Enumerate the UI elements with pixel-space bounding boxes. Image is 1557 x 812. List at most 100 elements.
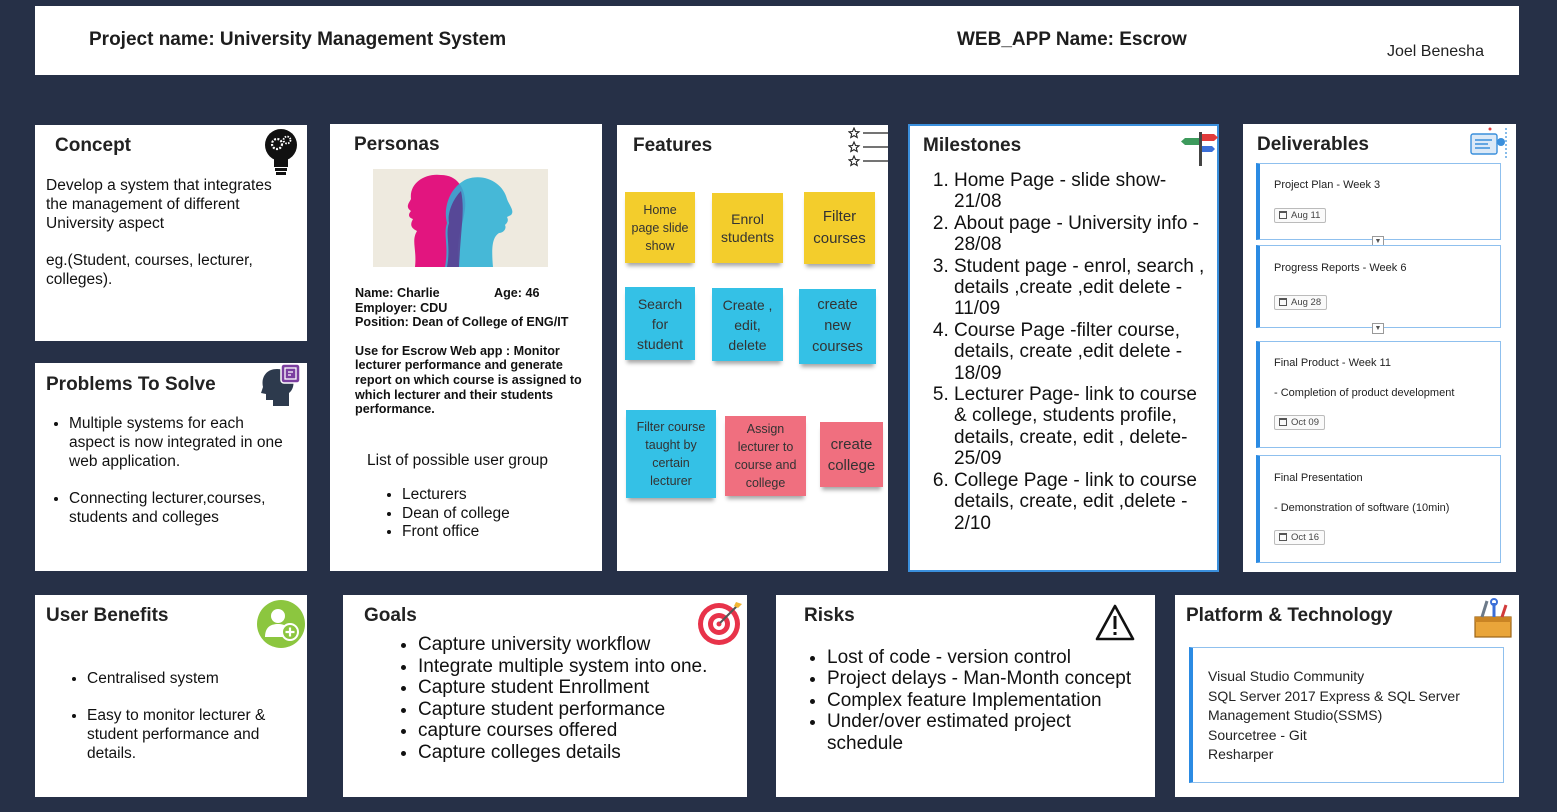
concept-description: Develop a system that integrates the man… — [46, 177, 272, 232]
platform-card: Platform & Technology Visual Studio Comm… — [1175, 595, 1519, 797]
add-user-icon — [257, 600, 305, 648]
platform-list: Visual Studio Community SQL Server 2017 … — [1208, 667, 1493, 765]
deliverable-date-text: Oct 09 — [1291, 417, 1319, 428]
header-bar: Project name: University Management Syst… — [35, 6, 1519, 75]
benefits-title: User Benefits — [46, 605, 169, 626]
persona-employer: Employer: CDU — [355, 300, 448, 315]
milestone-item: Student page - enrol, search , details ,… — [954, 256, 1206, 320]
calendar-icon — [1279, 533, 1287, 541]
risks-title: Risks — [804, 605, 855, 626]
feature-note: Filter courses — [804, 192, 875, 264]
feature-note: Assign lecturer to course and college — [725, 416, 806, 496]
feature-note: Home page slide show — [625, 192, 695, 263]
goal-item: Capture student performance — [418, 699, 726, 721]
deliverable-date: Oct 09 — [1274, 415, 1325, 430]
platform-item: SQL Server 2017 Express & SQL Server Man… — [1208, 687, 1460, 724]
dashboard-tasks-icon — [1470, 127, 1507, 160]
feature-note: Enrol students — [712, 193, 783, 263]
concept-card: Concept Develop a system that integrates… — [35, 125, 307, 341]
user-group-item: Front office — [402, 523, 510, 542]
deliverable-date: Aug 28 — [1274, 295, 1328, 310]
milestone-item: Lecturer Page- link to course & college,… — [954, 384, 1206, 470]
features-card: Features Home page slide show Enrol stud… — [617, 125, 888, 571]
deliverable-card[interactable]: Progress Reports - Week 6 Aug 28 — [1256, 245, 1501, 328]
feature-note: create new courses — [799, 289, 876, 364]
deliverable-date-text: Aug 28 — [1291, 297, 1322, 308]
platform-item: Resharper — [1208, 746, 1274, 763]
persona-age: Age: 46 — [494, 286, 540, 300]
persona-use: Use for Escrow Web app : Monitor lecture… — [355, 343, 582, 417]
concept-title: Concept — [55, 135, 131, 156]
persona-name: Name: Charlie — [355, 286, 440, 300]
platform-list-box: Visual Studio Community SQL Server 2017 … — [1189, 647, 1504, 783]
user-groups-list: Lecturers Dean of college Front office — [380, 486, 510, 542]
chevron-down-icon[interactable]: ▼ — [1372, 323, 1384, 334]
webapp-name: WEB_APP Name: Escrow — [957, 29, 1187, 50]
benefit-item: Centralised system — [87, 669, 285, 688]
persona-position: Position: Dean of College of ENG/IT — [355, 315, 569, 330]
milestones-list: Home Page - slide show- 21/08 About page… — [926, 170, 1206, 534]
platform-item: Visual Studio Community — [1208, 668, 1365, 684]
goal-item: Capture colleges details — [418, 742, 726, 764]
benefits-card: User Benefits Centralised system Easy to… — [35, 595, 307, 797]
feature-note: Filter course taught by certain lecturer — [626, 410, 716, 498]
star-rating-list-icon — [848, 127, 888, 167]
benefit-item: Easy to monitor lecturer & student perfo… — [87, 706, 285, 763]
platform-item: Sourcetree - Git — [1208, 726, 1307, 743]
personas-title: Personas — [354, 134, 440, 155]
milestones-card: Milestones Home Page - slide show- 21/08… — [908, 124, 1219, 572]
concept-example: eg.(Student, courses, lecturer, colleges… — [46, 252, 253, 288]
deliverables-title: Deliverables — [1257, 134, 1369, 155]
goals-card: Goals Capture university workflow Integr… — [343, 595, 747, 797]
problem-item: Connecting lecturer,courses, students an… — [69, 489, 292, 527]
problems-card: Problems To Solve Multiple systems for e… — [35, 363, 307, 571]
author-name: Joel Benesha — [1387, 43, 1484, 60]
milestone-item: About page - University info - 28/08 — [954, 213, 1206, 256]
persona-details: Name: Charlie Age: 46 Employer: CDU Posi… — [355, 286, 585, 417]
user-group-item: Dean of college — [402, 505, 510, 524]
problems-list: Multiple systems for each aspect is now … — [47, 414, 292, 527]
risk-item: Complex feature Implementation — [827, 690, 1145, 711]
user-groups-label: List of possible user group — [367, 452, 548, 469]
benefits-list: Centralised system Easy to monitor lectu… — [65, 669, 285, 763]
target-icon — [698, 602, 742, 645]
lightbulb-gears-icon — [265, 129, 297, 175]
deliverable-detail: - Completion of product development — [1274, 387, 1455, 399]
calendar-icon — [1279, 418, 1287, 426]
goals-list: Capture university workflow Integrate mu… — [396, 634, 726, 764]
feature-note: Create , edit, delete — [712, 288, 783, 361]
deliverable-card[interactable]: Final Presentation - Demonstration of so… — [1256, 455, 1501, 563]
milestones-title: Milestones — [923, 135, 1022, 156]
risk-item: Project delays - Man-Month concept — [827, 668, 1145, 689]
user-group-item: Lecturers — [402, 486, 510, 505]
problems-title: Problems To Solve — [46, 374, 216, 395]
warning-icon — [1095, 604, 1135, 641]
deliverable-title: Progress Reports - Week 6 — [1274, 262, 1407, 274]
platform-title: Platform & Technology — [1186, 605, 1393, 626]
milestone-item: College Page - link to course details, c… — [954, 470, 1206, 534]
personas-card: Personas Name: Charlie Age: 46 Employer:… — [330, 124, 602, 571]
risk-item: Under/over estimated project schedule — [827, 711, 1145, 754]
goal-item: Capture student Enrollment — [418, 677, 726, 699]
deliverable-date-text: Aug 11 — [1291, 210, 1321, 221]
deliverable-title: Final Product - Week 11 — [1274, 357, 1391, 369]
feature-note: Search for student — [625, 287, 695, 360]
goals-title: Goals — [364, 605, 417, 626]
deliverable-card[interactable]: Final Product - Week 11 - Completion of … — [1256, 341, 1501, 448]
deliverable-date: Oct 16 — [1274, 530, 1325, 545]
calendar-icon — [1279, 298, 1287, 306]
deliverable-date-text: Oct 16 — [1291, 532, 1319, 543]
deliverable-card[interactable]: Project Plan - Week 3 Aug 11 — [1256, 163, 1501, 240]
risks-card: Risks Lost of code - version control Pro… — [776, 595, 1155, 797]
risk-item: Lost of code - version control — [827, 647, 1145, 668]
persona-profiles-image — [373, 169, 548, 267]
features-title: Features — [633, 135, 713, 156]
signpost-icon — [1181, 132, 1218, 166]
milestone-item: Home Page - slide show- 21/08 — [954, 170, 1206, 213]
deliverable-date: Aug 11 — [1274, 208, 1327, 223]
goal-item: Integrate multiple system into one. — [418, 656, 726, 678]
feature-note: create college — [820, 422, 883, 487]
goal-item: Capture university workflow — [418, 634, 726, 656]
goal-item: capture courses offered — [418, 720, 726, 742]
calendar-icon — [1279, 211, 1287, 219]
